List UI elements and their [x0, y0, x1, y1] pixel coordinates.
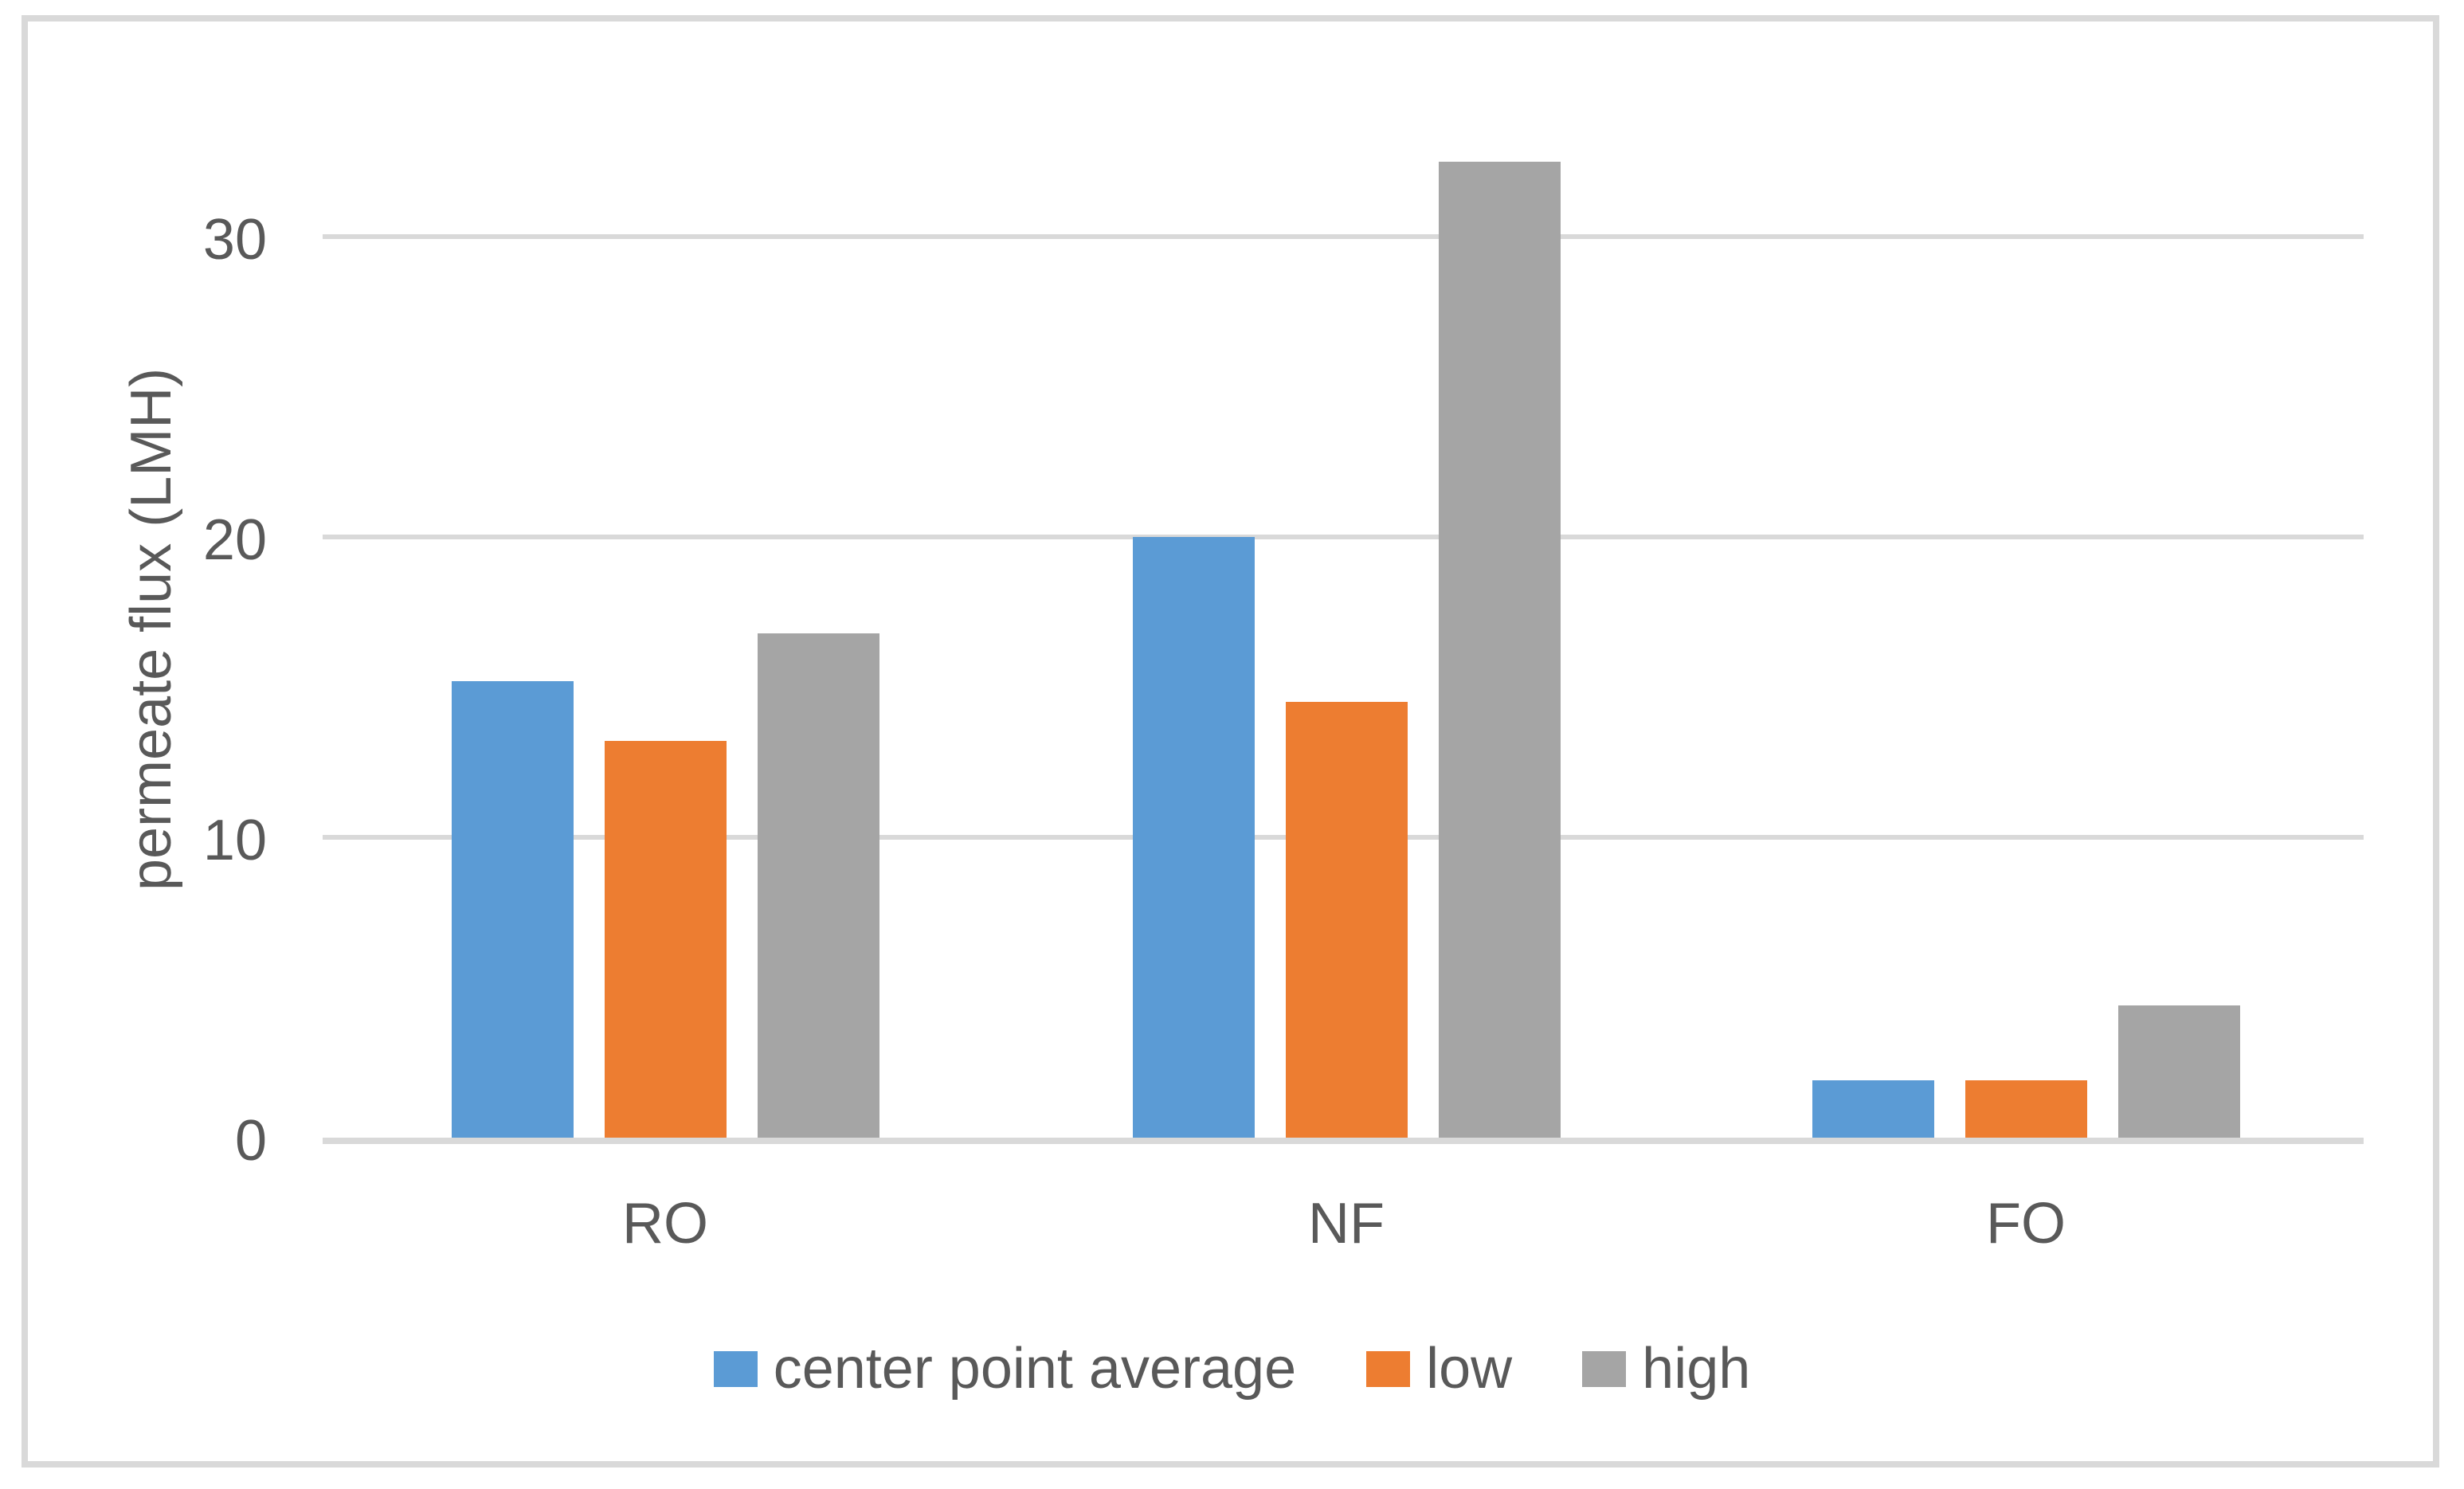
y-tick-label-10: 10 — [202, 809, 267, 872]
x-axis-line — [323, 1138, 2364, 1144]
plot-area — [323, 135, 2364, 1144]
bar-ro-center-point-average — [452, 681, 574, 1138]
legend-swatch-high-icon — [1582, 1350, 1627, 1387]
bar-ro-low — [605, 741, 727, 1138]
legend-item-low: low — [1366, 1337, 1512, 1401]
bar-nf-low — [1286, 702, 1408, 1138]
legend-label-center-point-average: center point average — [773, 1337, 1297, 1401]
legend-item-center-point-average: center point average — [713, 1337, 1297, 1401]
bar-ro-high — [758, 633, 879, 1138]
legend-item-high: high — [1582, 1337, 1750, 1401]
gridline-30 — [323, 234, 2364, 239]
legend: center point average low high — [0, 1337, 2464, 1401]
legend-swatch-low-icon — [1366, 1350, 1411, 1387]
y-tick-label-0: 0 — [234, 1109, 267, 1173]
y-tick-label-20: 20 — [202, 508, 267, 572]
legend-label-high: high — [1642, 1337, 1751, 1401]
legend-label-low: low — [1426, 1337, 1513, 1401]
y-axis-title: permeate flux (LMH) — [119, 367, 183, 891]
x-tick-fo: FO — [1986, 1192, 2066, 1256]
bar-group-nf — [1133, 162, 1561, 1138]
x-tick-nf: NF — [1308, 1192, 1385, 1256]
legend-swatch-center-point-average-icon — [713, 1350, 758, 1387]
bar-nf-high — [1439, 162, 1561, 1138]
bar-nf-center-point-average — [1133, 537, 1255, 1138]
bar-fo-center-point-average — [1812, 1080, 1934, 1138]
bar-fo-low — [1965, 1080, 2087, 1138]
y-tick-label-30: 30 — [202, 208, 267, 272]
bar-group-fo — [1812, 1005, 2240, 1138]
gridline-20 — [323, 535, 2364, 539]
x-tick-ro: RO — [622, 1192, 708, 1256]
bar-fo-high — [2118, 1005, 2240, 1138]
bar-group-ro — [452, 633, 879, 1138]
